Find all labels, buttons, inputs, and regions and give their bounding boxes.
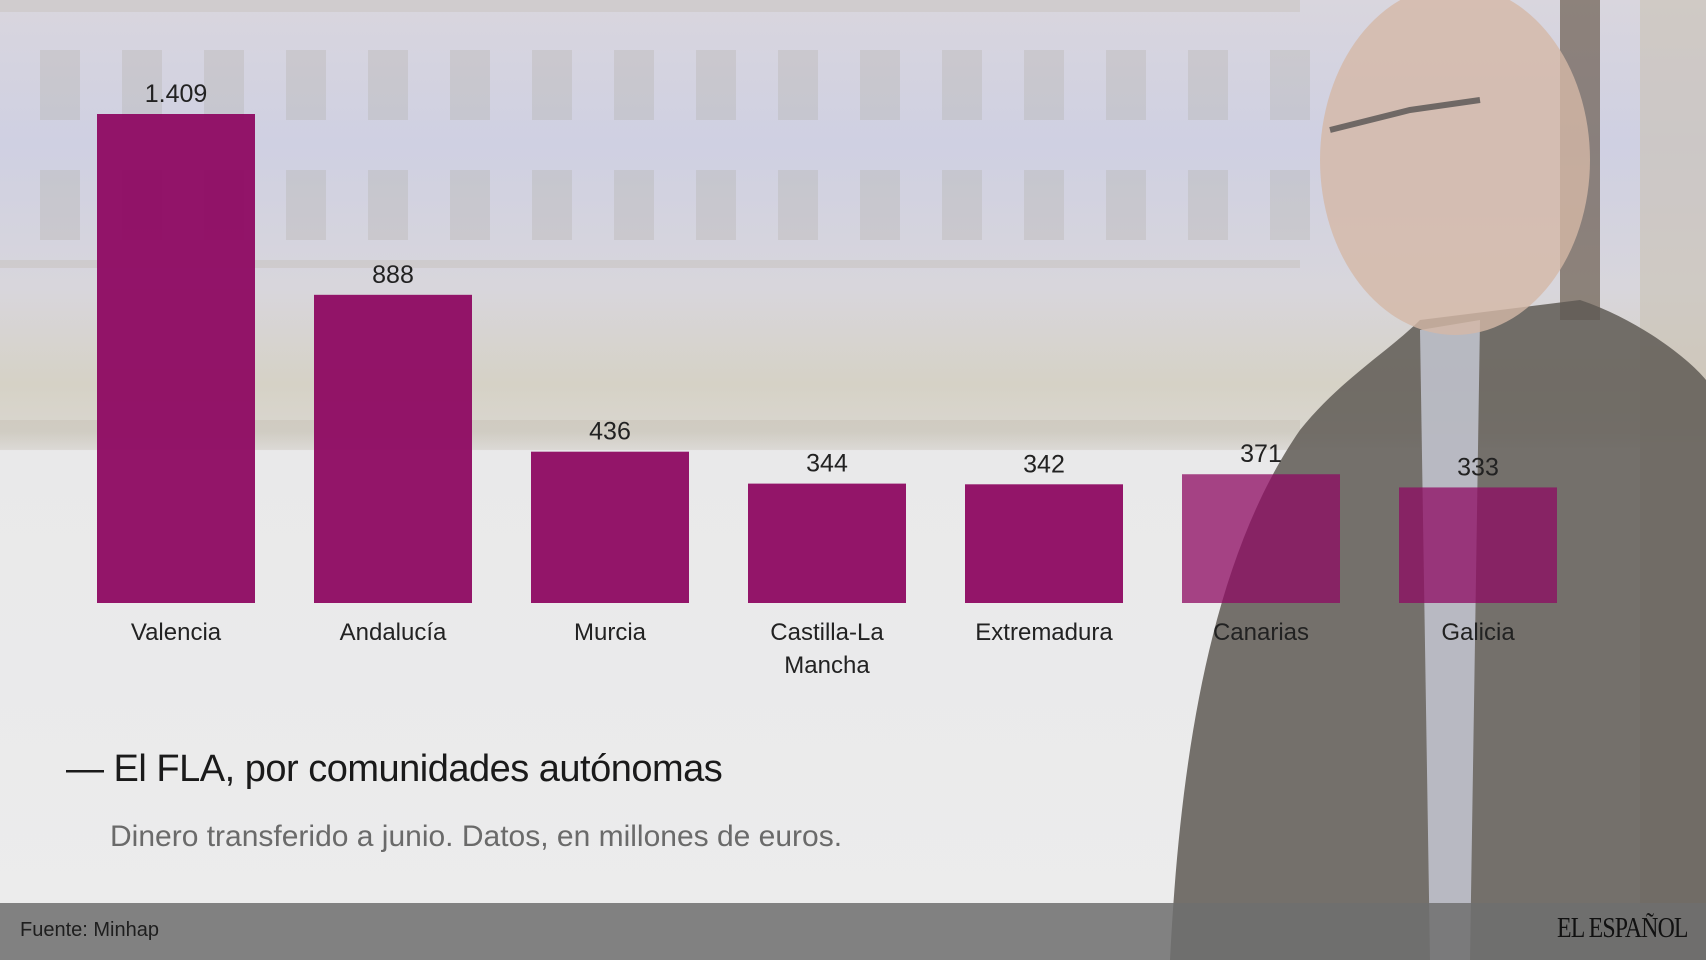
footer-bar: Fuente: Minhap EL ESPAÑOL bbox=[0, 903, 1706, 960]
chart-title: — El FLA, por comunidades autónomas bbox=[66, 748, 723, 790]
data-label: 342 bbox=[1023, 450, 1065, 478]
category-label: Murcia bbox=[574, 619, 647, 646]
data-label: 344 bbox=[806, 450, 848, 478]
category-label: Extremadura bbox=[975, 619, 1113, 646]
data-label: 371 bbox=[1240, 440, 1282, 468]
category-label: Andalucía bbox=[340, 619, 447, 646]
data-label: 333 bbox=[1457, 453, 1499, 481]
data-label: 888 bbox=[372, 261, 414, 289]
bar-andaluc-a bbox=[314, 294, 472, 603]
category-label: Galicia bbox=[1441, 619, 1515, 646]
data-label: 436 bbox=[589, 418, 631, 446]
chart-subtitle: Dinero transferido a junio. Datos, en mi… bbox=[110, 820, 843, 853]
bar-extremadura bbox=[965, 484, 1123, 603]
bar-canarias bbox=[1182, 474, 1340, 603]
el-espanol-logo[interactable]: EL ESPAÑOL bbox=[1557, 913, 1688, 944]
category-label: Castilla-La bbox=[770, 619, 884, 646]
bar-chart: 1.409 Valencia 888 Andalucía 436 Murcia 344 Cas… bbox=[97, 80, 1557, 679]
person-photo bbox=[1170, 0, 1706, 960]
bar-valencia bbox=[97, 114, 255, 603]
bar-galicia bbox=[1399, 487, 1557, 603]
category-label: Canarias bbox=[1213, 619, 1309, 646]
source-text: Fuente: Minhap bbox=[20, 919, 159, 941]
bar-castilla-la-mancha bbox=[748, 483, 906, 603]
data-label: 1.409 bbox=[145, 80, 208, 108]
bar-murcia bbox=[531, 451, 689, 603]
category-label: Mancha bbox=[784, 652, 870, 679]
category-label: Valencia bbox=[131, 619, 222, 646]
